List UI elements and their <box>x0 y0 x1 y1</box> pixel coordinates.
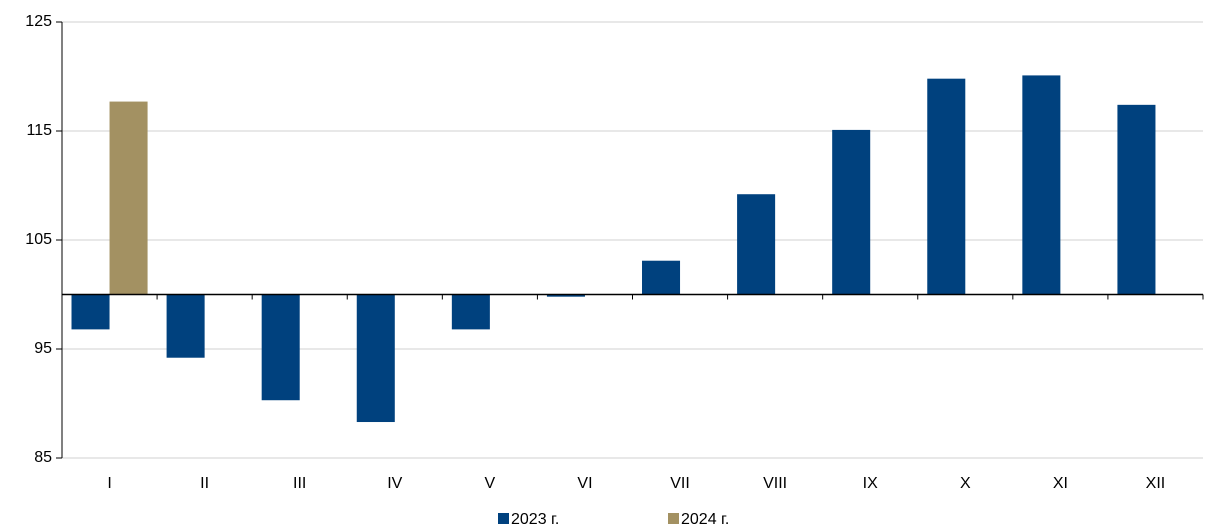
bar <box>109 101 148 295</box>
bar <box>832 129 871 295</box>
legend-label: 2024 г. <box>681 511 729 528</box>
y-tick-label: 95 <box>34 340 52 357</box>
y-tick-label: 85 <box>34 449 52 466</box>
legend-swatch <box>498 513 509 524</box>
legend-swatch <box>668 513 679 524</box>
x-tick-label: XI <box>1053 475 1068 492</box>
x-tick-label: II <box>200 475 209 492</box>
x-tick-label: IX <box>863 475 878 492</box>
bar <box>71 294 110 330</box>
y-tick-label: 115 <box>26 122 52 139</box>
y-tick-label: 125 <box>25 13 52 30</box>
x-tick-label: VIII <box>763 475 787 492</box>
bar <box>927 78 966 295</box>
x-tick-label: III <box>293 475 306 492</box>
bar <box>737 194 776 295</box>
x-tick-label: I <box>107 475 111 492</box>
bar <box>451 294 490 330</box>
bar <box>546 294 585 297</box>
bar <box>166 294 205 358</box>
bar <box>356 294 395 423</box>
x-tick-label: VII <box>670 475 690 492</box>
x-tick-label: IV <box>387 475 402 492</box>
x-tick-label: V <box>485 475 496 492</box>
y-tick-label: 105 <box>25 231 52 248</box>
bar <box>261 294 300 401</box>
x-tick-label: VI <box>577 475 592 492</box>
x-tick-label: XII <box>1146 475 1166 492</box>
bar <box>642 260 681 295</box>
bar <box>1117 104 1156 295</box>
legend-label: 2023 г. <box>511 511 559 528</box>
bar <box>1022 75 1061 295</box>
x-tick-label: X <box>960 475 971 492</box>
